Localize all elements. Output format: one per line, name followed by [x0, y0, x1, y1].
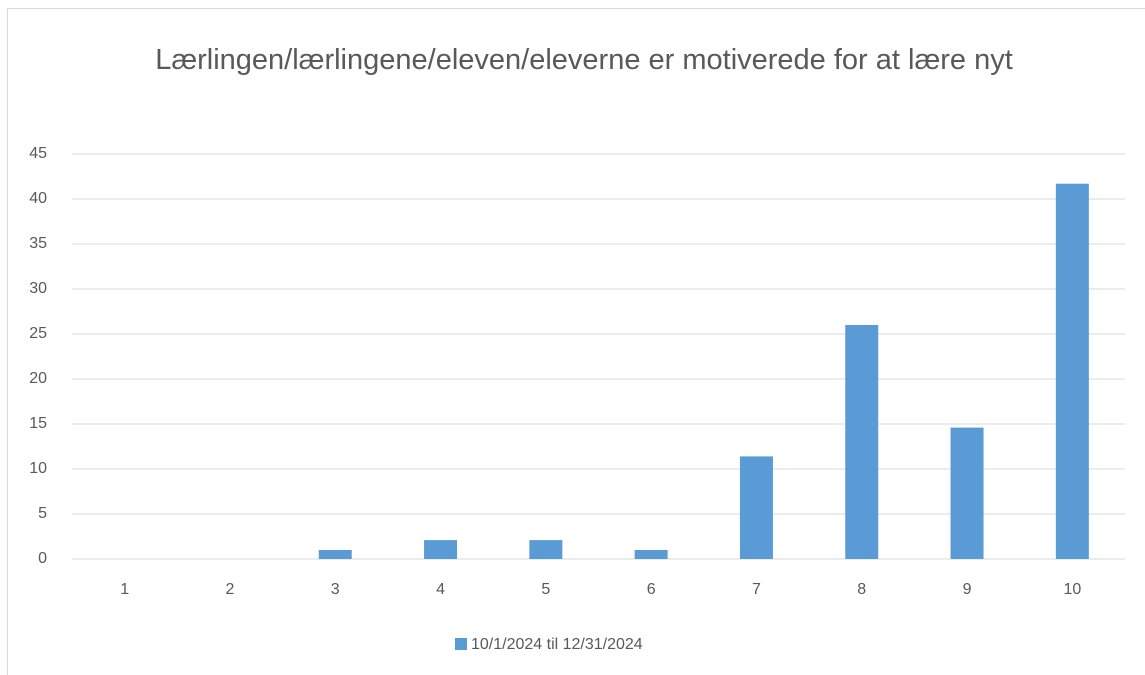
x-tick-label: 6: [647, 581, 656, 598]
bar: [950, 427, 984, 559]
bar: [845, 325, 879, 559]
chart-border: [7, 8, 1145, 675]
x-tick-label: 2: [225, 581, 234, 598]
y-tick-label: 30: [29, 280, 47, 297]
y-tick-label: 45: [29, 145, 47, 162]
legend-swatch: [455, 638, 467, 650]
x-tick-label: 8: [857, 581, 866, 598]
x-tick-label: 10: [1063, 581, 1081, 598]
x-tick-label: 3: [331, 581, 340, 598]
bar: [529, 540, 563, 559]
bar: [634, 550, 668, 559]
y-tick-label: 40: [29, 190, 47, 207]
x-tick-label: 9: [963, 581, 972, 598]
x-tick-label: 4: [436, 581, 445, 598]
y-tick-label: 5: [38, 505, 47, 522]
bar: [424, 540, 458, 559]
y-tick-label: 0: [38, 550, 47, 567]
x-tick-label: 1: [120, 581, 129, 598]
y-tick-label: 15: [29, 415, 47, 432]
x-tick-label: 5: [541, 581, 550, 598]
y-tick-label: 20: [29, 370, 47, 387]
legend-label: 10/1/2024 til 12/31/2024: [471, 636, 643, 653]
y-tick-label: 25: [29, 325, 47, 342]
bar: [1055, 183, 1089, 559]
chart-title: Lærlingen/lærlingene/eleven/eleverne er …: [155, 44, 1013, 76]
bar: [739, 456, 773, 559]
bar: [318, 550, 352, 559]
x-tick-label: 7: [752, 581, 761, 598]
y-tick-label: 35: [29, 235, 47, 252]
y-tick-label: 10: [29, 460, 47, 477]
